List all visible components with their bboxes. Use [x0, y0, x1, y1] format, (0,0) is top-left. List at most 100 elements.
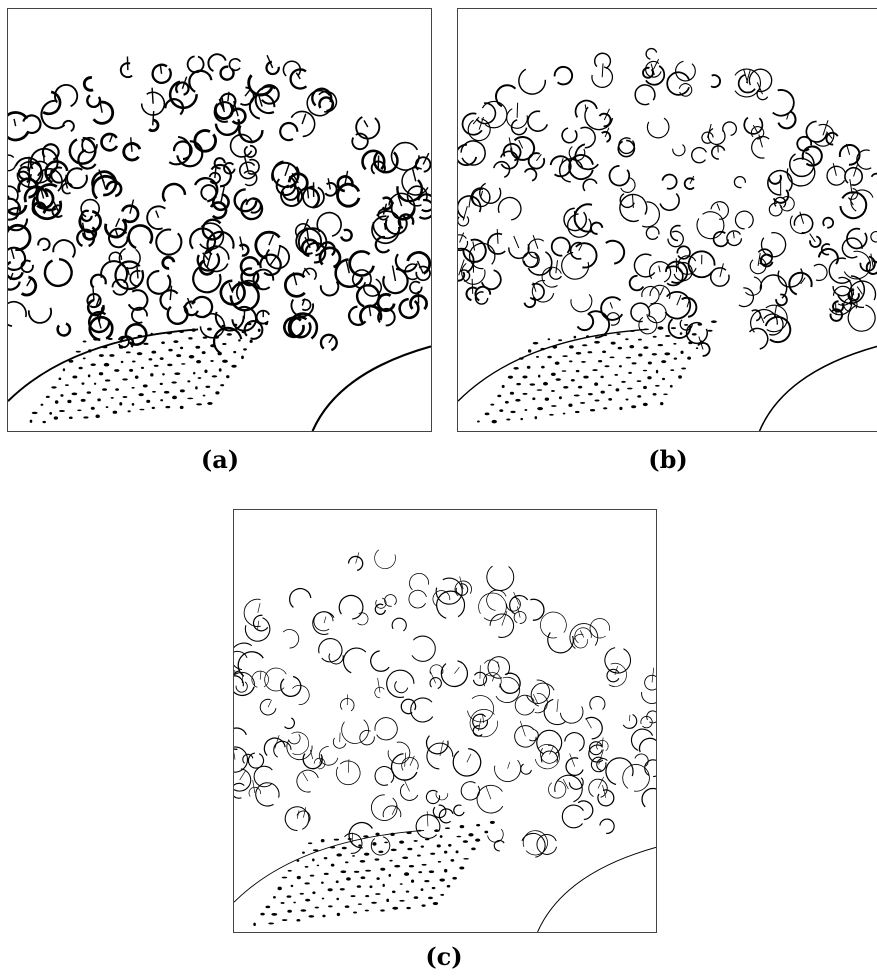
floret-edge — [561, 804, 584, 829]
leaf-texture-dot — [563, 386, 569, 389]
stem-edge — [651, 667, 655, 683]
floret-edge — [62, 119, 75, 132]
floret-edge — [336, 182, 361, 208]
floret-edge — [284, 717, 295, 730]
leaf-texture-dot — [241, 331, 246, 334]
floret-edge — [111, 278, 129, 296]
floret-edge — [377, 307, 396, 327]
floret-edge — [318, 90, 338, 113]
floret-edge — [550, 236, 571, 257]
leaf-texture-dot — [40, 403, 44, 406]
floret-edge — [408, 589, 427, 609]
floret-edge — [696, 211, 725, 240]
leaf-texture-dot — [64, 384, 69, 387]
leaf-texture-dot — [300, 909, 307, 912]
leaf-texture-dot — [62, 368, 66, 372]
leaf-texture-dot — [125, 335, 130, 338]
floret-edge — [584, 106, 614, 131]
stem-edge — [301, 298, 306, 306]
floret-edge — [677, 255, 697, 275]
floret-edge — [332, 737, 347, 749]
leaf-texture-dot — [161, 341, 165, 345]
stem-edge — [856, 286, 863, 295]
stem-edge — [459, 232, 465, 243]
stem-edge — [603, 108, 610, 121]
leaf-texture-dot — [547, 355, 552, 359]
floret-edge — [409, 573, 429, 591]
floret-edge — [661, 173, 678, 190]
leaf-texture-dot — [105, 406, 109, 409]
floret-edge — [600, 296, 624, 321]
leaf-texture-dot — [320, 838, 325, 843]
leaf-texture-dot — [45, 395, 50, 398]
stem-edge — [347, 759, 350, 773]
floret-edge — [843, 297, 858, 312]
floret-edge — [569, 623, 599, 649]
floret-edge — [397, 213, 415, 230]
stem-edge — [95, 296, 101, 308]
leaf-texture-dot — [631, 405, 637, 409]
floret-edge — [396, 179, 423, 203]
floret-edge — [86, 94, 102, 109]
floret-edge — [155, 228, 183, 256]
leaf-texture-dot — [67, 399, 72, 404]
stem-edge — [220, 186, 225, 203]
leaf-texture-dot — [549, 413, 554, 416]
leaf-texture-dot — [181, 363, 186, 365]
leaf-texture-dot — [188, 355, 195, 359]
floret-edge — [605, 239, 626, 265]
leaf-texture-dot — [143, 342, 149, 345]
floret-edge — [374, 603, 386, 615]
floret-edge — [199, 222, 225, 250]
leaf-texture-dot — [647, 376, 652, 380]
stem-edge — [852, 287, 855, 296]
leaf-texture-dot — [382, 883, 385, 887]
leaf-texture-dot — [555, 378, 561, 381]
leaf-texture-dot — [287, 909, 292, 913]
leaf-texture-dot — [669, 384, 673, 388]
leaf-texture-dot — [139, 408, 145, 411]
floret-edge — [17, 177, 39, 199]
leaf-texture-dot — [691, 333, 697, 336]
leaf-texture-dot — [58, 377, 62, 381]
stem-edge — [13, 118, 17, 127]
floret-edge — [304, 241, 327, 264]
floret-edge — [371, 215, 400, 245]
floret-edge — [461, 112, 483, 136]
stem-edge — [822, 120, 829, 136]
stem-edge — [269, 256, 277, 266]
floret-edge — [429, 664, 444, 674]
floret-edge — [313, 757, 326, 770]
floret-edge — [140, 91, 166, 116]
leaf-texture-dot — [363, 852, 370, 856]
floret-edge — [531, 280, 555, 303]
stem-edge — [152, 110, 155, 126]
leaf-texture-dot — [699, 340, 703, 343]
stem-edge — [292, 272, 298, 286]
leaf-texture-dot — [222, 359, 228, 363]
floret-edge — [588, 744, 604, 763]
floret-edge — [231, 305, 257, 332]
floret-edge — [415, 265, 431, 282]
leaf-texture-dot — [428, 896, 433, 900]
leaf-texture-dot — [625, 398, 629, 401]
floret-edge — [493, 160, 511, 178]
floret-edge — [302, 185, 325, 209]
leaf-texture-dot — [188, 337, 193, 340]
floret-edge — [319, 333, 338, 352]
stem-edge — [302, 218, 309, 232]
stem-edge — [562, 778, 569, 790]
leaf-texture-dot — [444, 850, 448, 854]
leaf-texture-dot — [394, 864, 401, 868]
stem-edge — [536, 153, 542, 162]
floret-edge — [596, 740, 609, 752]
stem-edge — [323, 616, 327, 624]
leaf-texture-dot — [536, 355, 540, 358]
floret-edge — [520, 763, 532, 775]
stem-edge — [48, 169, 53, 182]
leaf-texture-dot — [418, 871, 423, 874]
leaf-texture-dot — [558, 396, 562, 400]
stem-edge — [42, 151, 45, 163]
leaf-texture-dot — [389, 859, 393, 862]
floret-edge — [161, 255, 176, 270]
